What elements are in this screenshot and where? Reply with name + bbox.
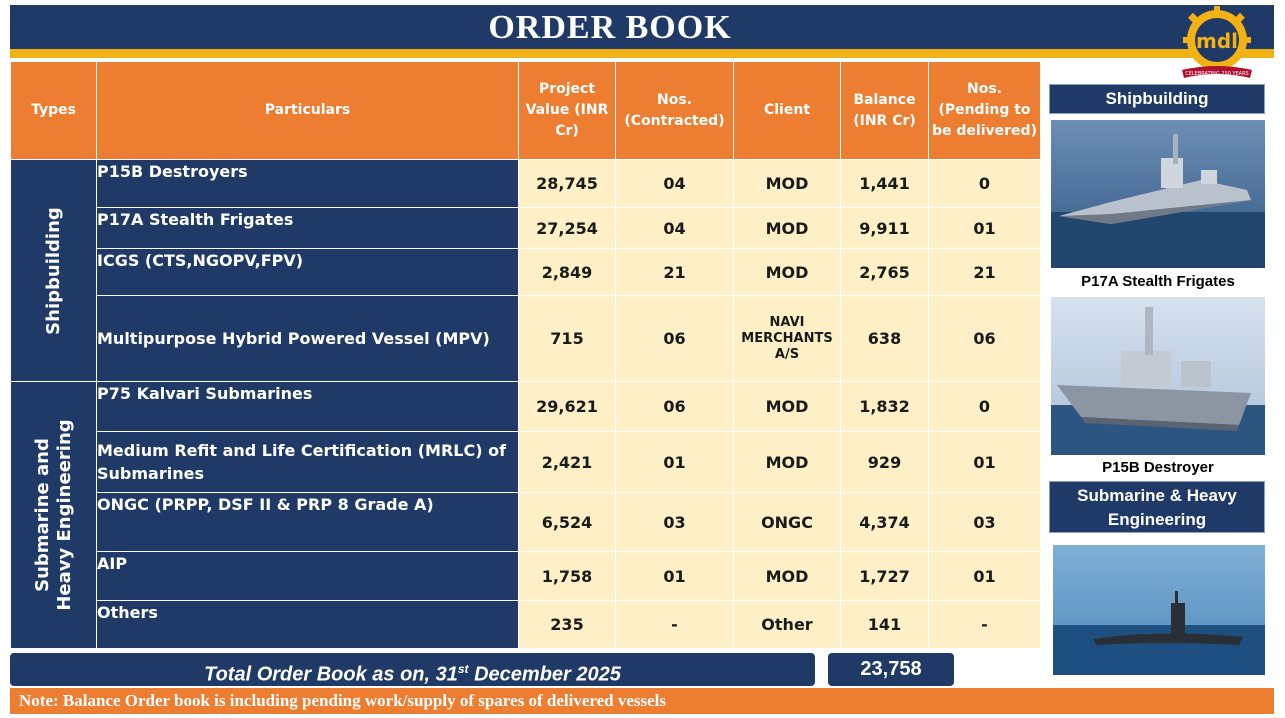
nos-contracted-cell: 04 bbox=[615, 159, 734, 208]
particulars-cell: P75 Kalvari Submarines bbox=[96, 381, 519, 432]
frigate-photo bbox=[1051, 120, 1265, 268]
table-row: AIP 1,758 01 MOD 1,727 01 bbox=[11, 551, 1041, 601]
nos-pending-cell: 0 bbox=[928, 381, 1041, 432]
project-value-cell: 2,849 bbox=[518, 248, 616, 296]
nos-pending-cell: 01 bbox=[928, 207, 1041, 249]
col-header-nos-pending: Nos. (Pending to be delivered) bbox=[928, 61, 1041, 160]
client-cell: MOD bbox=[733, 159, 841, 208]
total-order-book-label: Total Order Book as on, 31st December 20… bbox=[10, 653, 815, 686]
project-value-cell: 715 bbox=[518, 295, 616, 382]
client-cell: MOD bbox=[733, 431, 841, 493]
nos-pending-cell: 06 bbox=[928, 295, 1041, 382]
table-row: ONGC (PRPP, DSF II & PRP 8 Grade A) 6,52… bbox=[11, 492, 1041, 552]
project-value-cell: 27,254 bbox=[518, 207, 616, 249]
table-row: Multipurpose Hybrid Powered Vessel (MPV)… bbox=[11, 295, 1041, 382]
project-value-cell: 29,621 bbox=[518, 381, 616, 432]
particulars-cell: Others bbox=[96, 600, 519, 649]
table-row: ICGS (CTS,NGOPV,FPV) 2,849 21 MOD 2,765 … bbox=[11, 248, 1041, 296]
nos-pending-cell: 01 bbox=[928, 431, 1041, 493]
balance-cell: 1,441 bbox=[840, 159, 929, 208]
table-row: Submarine and Heavy Engineering P75 Kalv… bbox=[10, 381, 1041, 649]
project-value-cell: 6,524 bbox=[518, 492, 616, 552]
type-shipbuilding: Shipbuilding bbox=[10, 159, 97, 382]
col-header-particulars: Particulars bbox=[96, 61, 519, 160]
order-book-table: Types Particulars Project Value (INR Cr)… bbox=[10, 61, 1041, 649]
balance-cell: 638 bbox=[840, 295, 929, 382]
balance-cell: 4,374 bbox=[840, 492, 929, 552]
particulars-cell: ICGS (CTS,NGOPV,FPV) bbox=[96, 248, 519, 296]
col-header-project-value: Project Value (INR Cr) bbox=[518, 61, 616, 160]
table-row: Medium Refit and Life Certification (MRL… bbox=[11, 431, 1041, 493]
client-cell: Other bbox=[733, 600, 841, 649]
table-row: Others 235 - Other 141 - bbox=[11, 600, 1041, 649]
total-order-book-value: 23,758 bbox=[828, 653, 954, 686]
col-header-client: Client bbox=[733, 61, 841, 160]
particulars-cell: Medium Refit and Life Certification (MRL… bbox=[96, 431, 519, 493]
project-value-cell: 1,758 bbox=[518, 551, 616, 601]
destroyer-caption: P15B Destroyer bbox=[1102, 459, 1214, 476]
client-cell: MOD bbox=[733, 551, 841, 601]
project-value-cell: 2,421 bbox=[518, 431, 616, 493]
gold-divider bbox=[10, 49, 1274, 58]
table-row: Shipbuilding P15B Destroyers 28,745 04 M… bbox=[10, 159, 1041, 382]
nos-pending-cell: 01 bbox=[928, 551, 1041, 601]
particulars-cell: ONGC (PRPP, DSF II & PRP 8 Grade A) bbox=[96, 492, 519, 552]
nos-contracted-cell: - bbox=[615, 600, 734, 649]
project-value-cell: 28,745 bbox=[518, 159, 616, 208]
balance-cell: 141 bbox=[840, 600, 929, 649]
balance-cell: 929 bbox=[840, 431, 929, 493]
nos-contracted-cell: 03 bbox=[615, 492, 734, 552]
particulars-cell: P15B Destroyers bbox=[96, 159, 519, 208]
balance-cell: 1,832 bbox=[840, 381, 929, 432]
svg-text:mdl: mdl bbox=[1196, 29, 1238, 53]
nos-contracted-cell: 04 bbox=[615, 207, 734, 249]
svg-text:CELEBRATING 250 YEARS: CELEBRATING 250 YEARS bbox=[1185, 71, 1248, 77]
balance-cell: 9,911 bbox=[840, 207, 929, 249]
nos-contracted-cell: 06 bbox=[615, 381, 734, 432]
frigate-caption: P17A Stealth Frigates bbox=[1081, 273, 1235, 290]
nos-pending-cell: 21 bbox=[928, 248, 1041, 296]
col-header-types: Types bbox=[10, 61, 97, 160]
header-row: Types Particulars Project Value (INR Cr)… bbox=[10, 61, 1041, 160]
mdl-logo: mdl CELEBRATING 250 YEARS bbox=[1176, 4, 1258, 86]
project-value-cell: 235 bbox=[518, 600, 616, 649]
nos-pending-cell: - bbox=[928, 600, 1041, 649]
client-cell: NAVI MERCHANTS A/S bbox=[733, 295, 841, 382]
shipbuilding-heading: Shipbuilding bbox=[1049, 84, 1265, 114]
particulars-cell: Multipurpose Hybrid Powered Vessel (MPV) bbox=[96, 295, 519, 382]
col-header-balance: Balance (INR Cr) bbox=[840, 61, 929, 160]
nos-pending-cell: 03 bbox=[928, 492, 1041, 552]
submarine-photo bbox=[1053, 545, 1265, 675]
destroyer-photo bbox=[1051, 297, 1265, 455]
nos-contracted-cell: 01 bbox=[615, 551, 734, 601]
nos-contracted-cell: 06 bbox=[615, 295, 734, 382]
col-header-nos-contracted: Nos. (Contracted) bbox=[615, 61, 734, 160]
balance-cell: 1,727 bbox=[840, 551, 929, 601]
submarine-heavy-engineering-heading: Submarine & Heavy Engineering bbox=[1049, 481, 1265, 533]
client-cell: MOD bbox=[733, 207, 841, 249]
nos-contracted-cell: 21 bbox=[615, 248, 734, 296]
table-row: P17A Stealth Frigates 27,254 04 MOD 9,91… bbox=[11, 207, 1041, 249]
nos-contracted-cell: 01 bbox=[615, 431, 734, 493]
page-title: ORDER BOOK bbox=[488, 9, 732, 46]
client-cell: MOD bbox=[733, 381, 841, 432]
particulars-cell: P17A Stealth Frigates bbox=[96, 207, 519, 249]
type-submarine-heavy-engineering: Submarine and Heavy Engineering bbox=[10, 381, 97, 649]
nos-pending-cell: 0 bbox=[928, 159, 1041, 208]
client-cell: ONGC bbox=[733, 492, 841, 552]
balance-cell: 2,765 bbox=[840, 248, 929, 296]
title-banner: ORDER BOOK bbox=[10, 5, 1274, 49]
client-cell: MOD bbox=[733, 248, 841, 296]
footnote: Note: Balance Order book is including pe… bbox=[10, 688, 1274, 714]
particulars-cell: AIP bbox=[96, 551, 519, 601]
